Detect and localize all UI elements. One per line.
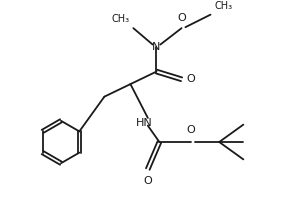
Text: CH₃: CH₃ xyxy=(214,1,233,11)
Text: O: O xyxy=(177,13,186,23)
Text: O: O xyxy=(186,74,195,84)
Text: O: O xyxy=(143,176,152,186)
Text: HN: HN xyxy=(136,118,152,128)
Text: CH₃: CH₃ xyxy=(111,14,129,24)
Text: O: O xyxy=(187,125,196,135)
Text: N: N xyxy=(152,42,161,52)
